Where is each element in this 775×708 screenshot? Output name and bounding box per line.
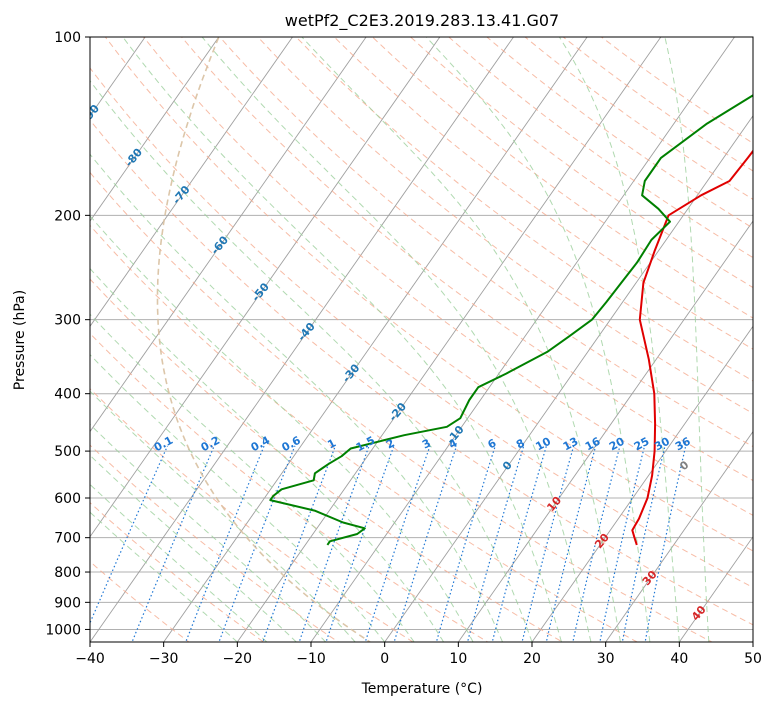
isotherm-line [457, 220, 753, 642]
mixing-ratio-label: 30 [652, 435, 672, 454]
moist-adiabat-line [301, 37, 621, 642]
moist-adiabat-line [90, 454, 297, 642]
isotherm-line [90, 37, 367, 433]
dry-adiabat-line [180, 37, 753, 482]
dry-adiabat-line [409, 37, 753, 289]
x-tick-label: 10 [449, 651, 467, 667]
x-tick-label: 50 [744, 651, 762, 667]
temperature-line [631, 149, 753, 546]
isotherm-line [90, 37, 220, 222]
moist-adiabat-line [90, 423, 327, 642]
x-tick-label: −10 [296, 651, 326, 667]
mixing-ratio-label: 10 [533, 435, 553, 454]
reference-curve [156, 37, 372, 642]
x-tick-label: 20 [523, 651, 541, 667]
moist-adiabat-line [90, 353, 386, 642]
moist-adiabat-line [122, 37, 562, 642]
mixing-ratio-line [599, 445, 646, 642]
x-tick-label: −40 [75, 651, 105, 667]
mixing-ratio-line [621, 445, 666, 642]
plot-frame [89, 36, 754, 643]
dry-adiabat-line [333, 37, 753, 350]
dry-adiabat-line [448, 37, 753, 259]
x-axis-title: Temperature (°C) [361, 681, 483, 697]
dry-adiabat-line [524, 37, 753, 200]
chart-title: wetPf2_C2E3.2019.283.13.41.G07 [285, 11, 559, 31]
y-axis-title: Pressure (hPa) [12, 290, 28, 390]
mixing-ratio-line [364, 445, 431, 642]
x-axis: −40 −30 −20 −10 0 10 20 30 40 50 [75, 642, 762, 667]
dewpoint-line [269, 94, 753, 546]
thermodynamic-lines [90, 37, 753, 642]
sounding-series [269, 94, 753, 546]
mixing-ratio-line [572, 445, 621, 642]
mixing-ratio-label: 20 [607, 435, 627, 454]
x-tick-label: −20 [223, 651, 253, 667]
dry-adiabat-line [219, 37, 753, 448]
mixing-ratio-label: 16 [583, 435, 603, 454]
x-tick-label: 40 [670, 651, 688, 667]
moist-adiabat-line [90, 79, 533, 642]
y-tick-label: 400 [54, 387, 81, 403]
dry-adiabat-line [104, 37, 753, 552]
mixing-ratio-line [185, 445, 265, 642]
y-tick-label: 300 [54, 313, 81, 329]
moist-adiabat-line [90, 153, 503, 642]
isotherm-line [678, 535, 753, 642]
moist-adiabat-line [664, 37, 710, 642]
y-tick-label: 600 [54, 491, 81, 507]
isotherm-line [90, 37, 515, 642]
dry-adiabat-line [90, 119, 753, 626]
grid [90, 37, 753, 642]
mixing-ratio-line [545, 445, 597, 642]
moist-adiabat-line [90, 215, 474, 642]
mixing-ratio-line [393, 445, 458, 642]
x-tick-label: 30 [597, 651, 615, 667]
isotherm-line [90, 37, 441, 538]
moist-adiabat-line [90, 390, 356, 642]
moist-adiabat-line [90, 483, 268, 642]
y-tick-label: 900 [54, 595, 81, 611]
dry-adiabat-line [90, 502, 265, 642]
dry-adiabat-line [562, 37, 753, 172]
dry-adiabat-line [90, 67, 753, 589]
moist-adiabat-line [425, 37, 651, 642]
isotherm-line [163, 37, 588, 642]
mixing-ratio-line [435, 445, 496, 642]
isotherm-line [90, 37, 294, 328]
isotherm-line [310, 37, 736, 642]
mixing-ratio-line [644, 445, 687, 642]
mixing-ratio-label: 25 [632, 435, 652, 454]
y-tick-label: 500 [54, 444, 81, 460]
isotherm-line [531, 325, 753, 642]
x-tick-label: −30 [149, 651, 179, 667]
y-tick-label: 1000 [45, 622, 81, 638]
mixing-ratio-line [491, 445, 547, 642]
mixing-ratio-label: 13 [561, 435, 581, 454]
y-tick-label: 200 [54, 208, 81, 224]
mixing-ratio-line [521, 445, 575, 642]
isotherm-line [236, 37, 662, 642]
isotherm-line [605, 430, 753, 642]
y-tick-label: 100 [54, 30, 81, 46]
moist-adiabat-line [201, 37, 592, 642]
moist-adiabat-line [90, 511, 238, 642]
moist-adiabat-line [90, 267, 445, 642]
mixing-ratio-label: 36 [673, 435, 693, 454]
mixing-ratio-line [466, 445, 525, 642]
x-tick-label: 0 [380, 651, 389, 667]
y-tick-label: 800 [54, 565, 81, 581]
moist-adiabat-line [90, 313, 415, 642]
mixing-ratio-line [298, 445, 370, 642]
dry-adiabat-line [142, 37, 753, 516]
y-axis: 100 200 300 400 500 600 700 800 900 1000 [45, 30, 90, 638]
y-tick-label: 700 [54, 531, 81, 547]
mixing-ratio-line [325, 445, 395, 642]
